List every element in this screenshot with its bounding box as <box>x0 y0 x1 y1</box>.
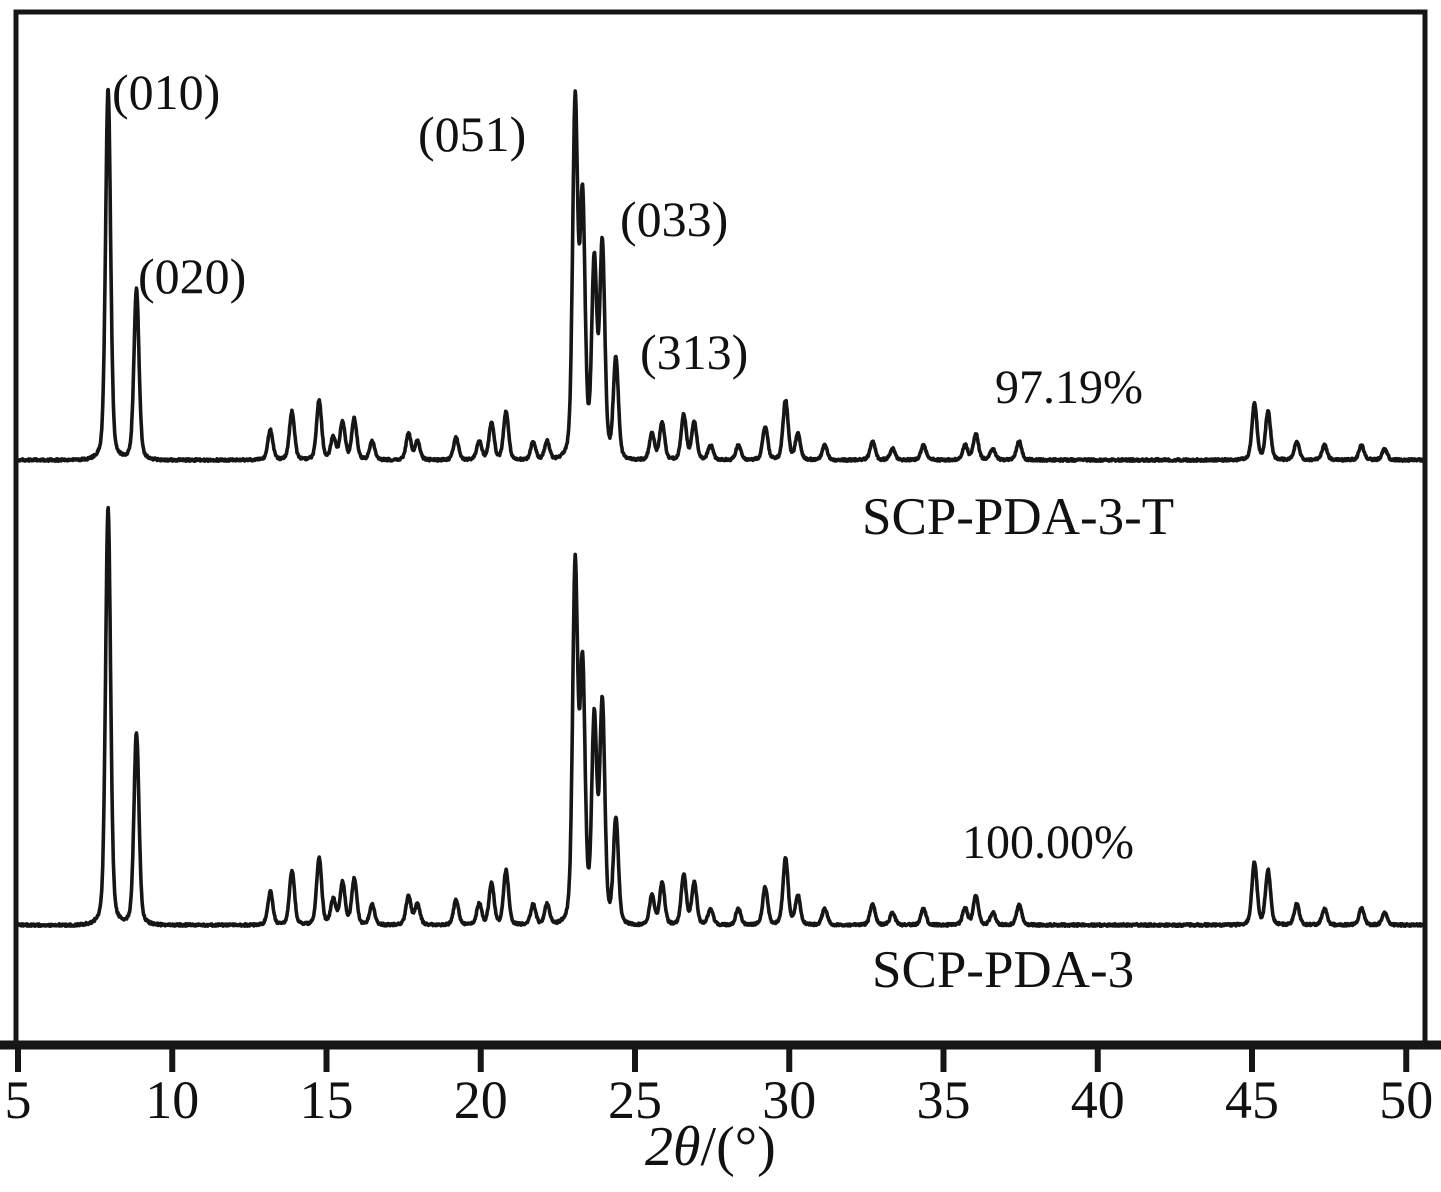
series-name-bottom: SCP-PDA-3 <box>872 941 1135 999</box>
x-tick-label: 35 <box>917 1070 971 1130</box>
trace-scp-pda-3-t <box>16 87 1425 463</box>
plot-frame <box>13 9 1428 1045</box>
x-tick-label: 5 <box>5 1070 32 1130</box>
peak-label-051: (051) <box>418 106 527 162</box>
x-tick-label: 10 <box>145 1070 199 1130</box>
x-axis-label: 2θ/(°) <box>645 1118 776 1177</box>
series-name-top: SCP-PDA-3-T <box>862 488 1175 546</box>
crystallinity-value-bottom: 100.00% <box>962 816 1134 869</box>
peak-label-010: (010) <box>112 64 221 120</box>
peak-label-020: (020) <box>138 248 247 304</box>
x-tick-label: 20 <box>454 1070 508 1130</box>
x-axis-label-prefix: 2 <box>645 1116 673 1178</box>
trace-scp-pda-3 <box>16 505 1425 928</box>
x-tick-label: 45 <box>1225 1070 1279 1130</box>
x-tick-label: 40 <box>1071 1070 1125 1130</box>
peak-label-313: (313) <box>640 324 749 380</box>
x-tick-label: 25 <box>608 1070 662 1130</box>
x-axis-label-theta: θ <box>673 1116 701 1178</box>
x-tick-label: 15 <box>300 1070 354 1130</box>
x-tick-label: 50 <box>1379 1070 1433 1130</box>
x-tick-label: 30 <box>762 1070 816 1130</box>
crystallinity-value-top: 97.19% <box>995 361 1143 414</box>
peak-label-033: (033) <box>620 191 729 247</box>
x-axis-label-suffix: /(°) <box>700 1116 776 1178</box>
